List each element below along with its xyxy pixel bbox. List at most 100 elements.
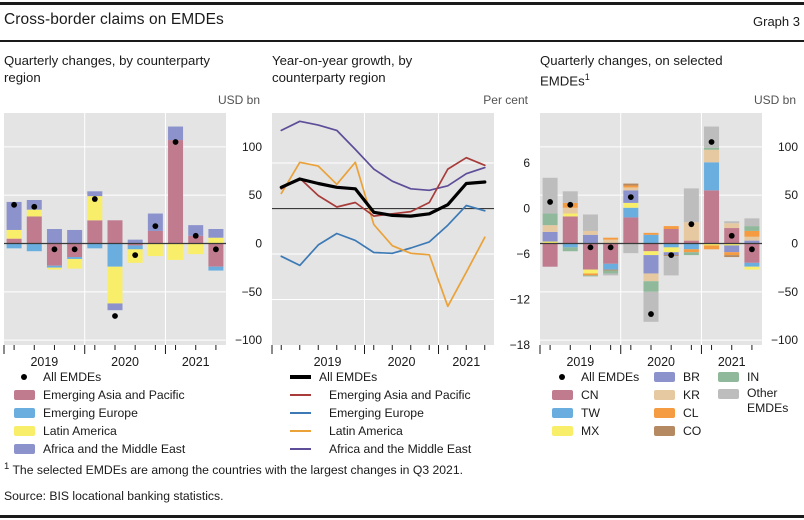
legend-item-all-emdes: All EMDEs bbox=[290, 368, 471, 386]
line-Latin America bbox=[280, 161, 486, 308]
bar-segment bbox=[208, 229, 224, 238]
bar-segment bbox=[147, 230, 163, 244]
x-axis-year-labels: 2019 2020 2021 bbox=[30, 355, 210, 369]
color-swatch-icon bbox=[14, 444, 35, 454]
bar-segment bbox=[87, 243, 103, 249]
bar-segment bbox=[46, 229, 62, 244]
svg-text:100: 100 bbox=[778, 140, 798, 154]
svg-text:2019: 2019 bbox=[314, 355, 342, 366]
bar-segment bbox=[603, 237, 619, 240]
bar-segment bbox=[6, 201, 22, 230]
bar-segment bbox=[643, 232, 659, 235]
dot-marker-icon bbox=[14, 374, 35, 380]
bar-segment bbox=[623, 183, 639, 186]
bar-segment bbox=[127, 245, 143, 250]
bar-segment bbox=[683, 249, 699, 253]
bar-segment bbox=[744, 236, 760, 241]
bar-segment bbox=[683, 243, 699, 250]
legend-item-emerging-europe: Emerging Europe bbox=[14, 404, 185, 422]
bar-segment bbox=[6, 243, 22, 249]
bar-segment bbox=[208, 237, 224, 244]
color-swatch-icon bbox=[552, 390, 573, 400]
line-swatch-icon bbox=[290, 412, 311, 414]
bar-segment bbox=[6, 238, 22, 244]
bar-segment bbox=[704, 149, 720, 163]
bar-segment bbox=[663, 226, 679, 229]
bar-segment bbox=[603, 263, 619, 270]
bar-segment bbox=[582, 243, 598, 270]
color-swatch-icon bbox=[14, 408, 35, 418]
y-axis-tick-labels: 100 50 0 −50 −100 bbox=[235, 140, 262, 347]
bottom-rule bbox=[0, 515, 804, 518]
svg-text:−100: −100 bbox=[235, 333, 262, 347]
bar-segment bbox=[683, 240, 699, 244]
line-All EMDEs bbox=[279, 177, 487, 218]
bar-segment bbox=[663, 256, 679, 276]
bar-segment bbox=[582, 230, 598, 235]
legend-item-in: IN bbox=[718, 368, 804, 386]
bar-segment bbox=[744, 266, 760, 270]
bar-segment bbox=[127, 243, 143, 246]
bar-segment bbox=[744, 243, 760, 263]
bar-segment bbox=[724, 223, 740, 229]
color-swatch-icon bbox=[654, 426, 675, 436]
bar-segment bbox=[603, 270, 619, 274]
bar-segment bbox=[107, 266, 123, 304]
svg-text:2021: 2021 bbox=[452, 355, 480, 366]
graph-number-label: Graph 3 bbox=[753, 14, 800, 29]
legend-item-africa-and-the-middle-east: Africa and the Middle East bbox=[290, 440, 471, 458]
svg-text:2021: 2021 bbox=[718, 355, 746, 366]
panel1-title: Quarterly changes, by counterparty regio… bbox=[4, 53, 210, 85]
legend-item-all-emdes: All EMDEs bbox=[552, 368, 639, 386]
y-axis-tick-labels: 6 0 −6 −12 −18 bbox=[510, 156, 531, 352]
svg-text:2019: 2019 bbox=[30, 355, 58, 366]
bar-segment bbox=[168, 140, 184, 244]
bar-segment bbox=[147, 243, 163, 257]
axis-ticks bbox=[3, 345, 217, 354]
panel3-title-footnote-marker: 1 bbox=[584, 72, 590, 82]
bar-segment bbox=[643, 251, 659, 256]
svg-text:2021: 2021 bbox=[182, 355, 210, 366]
legend-item-co: CO bbox=[654, 422, 701, 440]
panel3-legend: All EMDEs CN TW MX BR KR CL CO IN Other EMDEs bbox=[536, 368, 804, 460]
bar-segment bbox=[704, 162, 720, 191]
bar-segment bbox=[562, 216, 578, 244]
bar-segment bbox=[724, 255, 740, 258]
bar-segment bbox=[168, 126, 184, 141]
bar-segment bbox=[643, 273, 659, 282]
bar-segment bbox=[562, 243, 578, 248]
dot-marker-icon bbox=[552, 374, 573, 380]
bar-segment bbox=[26, 209, 42, 217]
line-series bbox=[279, 120, 487, 308]
bar-segment bbox=[542, 243, 558, 267]
svg-text:50: 50 bbox=[249, 188, 263, 202]
bar-segment bbox=[663, 229, 679, 244]
svg-text:50: 50 bbox=[785, 188, 799, 202]
legend-item-latin-america: Latin America bbox=[14, 422, 185, 440]
quarterly-changes-by-region-chart: 2019 2020 2021 100 50 0 −50 −100 bbox=[0, 110, 268, 369]
panel2-legend: All EMDEs Emerging Asia and Pacific Emergi… bbox=[290, 368, 471, 458]
panel1-legend: All EMDEs Emerging Asia and Pacific Emergi… bbox=[14, 368, 185, 458]
panel3-unit-label: USD bn bbox=[753, 93, 796, 107]
bar-segment bbox=[46, 265, 62, 268]
legend-item-emerging-asia-and-pacific: Emerging Asia and Pacific bbox=[14, 386, 185, 404]
legend-item-emerging-asia-and-pacific: Emerging Asia and Pacific bbox=[290, 386, 471, 404]
y-axis-tick-labels: 100 50 0 −50 −100 bbox=[771, 140, 798, 347]
bar-segment bbox=[188, 235, 204, 244]
bar-segment bbox=[603, 239, 619, 244]
color-swatch-icon bbox=[552, 408, 573, 418]
bar-segment bbox=[127, 239, 143, 244]
bar-segment bbox=[208, 243, 224, 267]
bar-segment bbox=[107, 303, 123, 311]
all-emdes-dots bbox=[11, 139, 219, 319]
bar-segment bbox=[562, 207, 578, 214]
legend-item-other-emdes: Other EMDEs bbox=[718, 386, 804, 416]
legend-item-latin-america: Latin America bbox=[290, 422, 471, 440]
legend-item-africa-and-the-middle-east: Africa and the Middle East bbox=[14, 440, 185, 458]
bar-segment bbox=[663, 247, 679, 253]
color-swatch-icon bbox=[654, 390, 675, 400]
bar-segment bbox=[724, 243, 740, 246]
color-swatch-icon bbox=[718, 389, 739, 399]
bar-segment bbox=[107, 243, 123, 267]
bar-segment bbox=[188, 243, 204, 255]
